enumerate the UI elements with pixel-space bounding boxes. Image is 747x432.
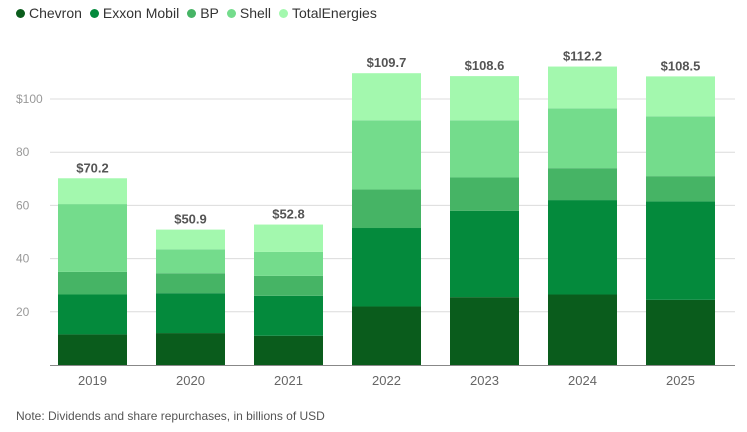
legend-item-chevron: Chevron — [16, 5, 82, 21]
legend-label-shell: Shell — [239, 5, 272, 21]
total-label-2024: $112.2 — [563, 49, 602, 64]
legend-label-totalenergies: TotalEnergies — [292, 5, 377, 21]
x-tick-label-2023: 2023 — [470, 373, 499, 388]
bar-2019-chevron — [58, 334, 127, 365]
bar-2025-shell — [646, 116, 715, 177]
bar-2022-bp — [352, 189, 421, 229]
bar-2024-chevron — [548, 294, 617, 365]
bar-2025-exxon-mobil — [646, 201, 715, 300]
bar-2023-shell — [450, 120, 519, 178]
y-tick-label-60: 60 — [16, 198, 30, 212]
bar-2025-chevron — [646, 299, 715, 365]
total-label-2019: $70.2 — [76, 160, 109, 175]
x-tick-label-2019: 2019 — [78, 373, 107, 388]
bar-2019-totalenergies — [58, 178, 127, 205]
bar-2023-exxon-mobil — [450, 210, 519, 298]
legend-item-bp: BP — [187, 5, 219, 21]
legend-label-chevron: Chevron — [29, 5, 82, 21]
bar-2021-totalenergies — [254, 224, 323, 252]
bar-2022-totalenergies — [352, 73, 421, 121]
legend-swatch-totalenergies — [279, 8, 289, 18]
bar-2021-exxon-mobil — [254, 295, 323, 336]
bar-2021-shell — [254, 251, 323, 276]
y-tick-label-80: 80 — [16, 145, 30, 159]
x-tick-label-2024: 2024 — [568, 373, 597, 388]
legend-swatch-shell — [226, 8, 236, 18]
legend-swatch-chevron — [16, 8, 25, 18]
legend-label-exxon-mobil: Exxon Mobil — [102, 5, 180, 21]
legend-item-totalenergies: TotalEnergies — [279, 5, 377, 21]
x-tick-label-2021: 2021 — [274, 373, 303, 388]
chart-note: Note: Dividends and share repurchases, i… — [16, 409, 325, 423]
x-tick-label-2025: 2025 — [666, 373, 695, 388]
bar-2024-shell — [548, 108, 617, 169]
legend-item-exxon-mobil: Exxon Mobil — [89, 5, 180, 21]
bar-2020-bp — [156, 273, 225, 294]
bar-2020-totalenergies — [156, 229, 225, 250]
legend-item-shell: Shell — [226, 5, 272, 21]
y-tick-label-40: 40 — [16, 252, 30, 266]
bar-2021-chevron — [254, 335, 323, 365]
bar-2021-bp — [254, 275, 323, 296]
total-label-2023: $108.6 — [465, 58, 505, 73]
bar-2019-shell — [58, 204, 127, 272]
bar-2023-chevron — [450, 297, 519, 365]
bar-2022-chevron — [352, 306, 421, 365]
bar-2024-totalenergies — [548, 66, 617, 109]
bar-2019-bp — [58, 271, 127, 295]
y-tick-label-20: 20 — [16, 305, 30, 319]
total-label-2025: $108.5 — [661, 58, 701, 73]
total-label-2021: $52.8 — [272, 207, 305, 222]
bar-2025-totalenergies — [646, 76, 715, 117]
bar-2023-bp — [450, 177, 519, 211]
legend-label-bp: BP — [200, 5, 219, 21]
bar-2022-shell — [352, 120, 421, 190]
bar-2020-shell — [156, 249, 225, 274]
x-tick-label-2022: 2022 — [372, 373, 401, 388]
bar-2020-chevron — [156, 333, 225, 365]
bar-2019-exxon-mobil — [58, 294, 127, 335]
legend: Chevron Exxon Mobil BP Shell TotalEnergi… — [16, 5, 377, 21]
bar-2023-totalenergies — [450, 76, 519, 121]
bar-2020-exxon-mobil — [156, 293, 225, 334]
bar-2024-exxon-mobil — [548, 200, 617, 295]
legend-swatch-bp — [187, 8, 197, 18]
y-tick-label-100: $100 — [16, 92, 43, 106]
bar-2024-bp — [548, 168, 617, 201]
bar-2025-bp — [646, 176, 715, 202]
legend-swatch-exxon-mobil — [89, 8, 99, 18]
total-label-2020: $50.9 — [174, 212, 207, 227]
x-tick-label-2020: 2020 — [176, 373, 205, 388]
total-label-2022: $109.7 — [367, 55, 407, 70]
bar-2022-exxon-mobil — [352, 228, 421, 307]
